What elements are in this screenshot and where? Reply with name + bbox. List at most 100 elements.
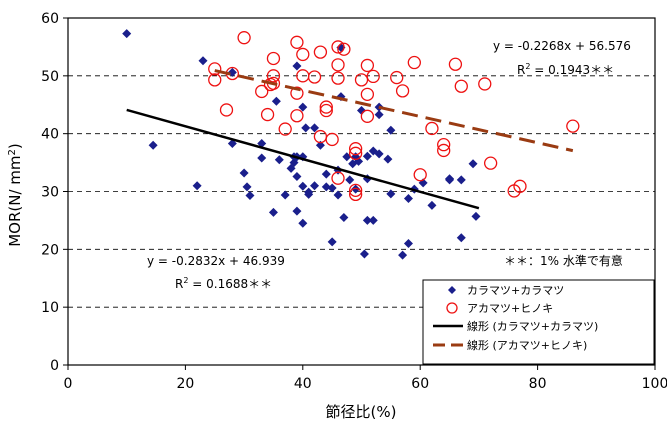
legend-item-akamatsu: アカマツ+ヒノキ [446, 302, 553, 315]
data-point-diamond [280, 190, 290, 200]
data-point-circle [348, 183, 363, 197]
data-point-circle [219, 103, 234, 117]
data-point-circle [437, 143, 451, 158]
x-tick-label: 20 [176, 376, 194, 392]
y-axis-label: MOR(N/ mm2) [6, 143, 24, 247]
data-point-circle [513, 179, 527, 193]
data-point-circle [348, 187, 363, 202]
y-tick-label: 20 [41, 242, 59, 258]
data-point-circle [325, 132, 339, 147]
data-point-diamond [403, 239, 413, 249]
data-point-diamond [383, 154, 393, 164]
data-point-circle [448, 57, 463, 71]
data-point-circle [331, 71, 345, 85]
data-point-circle [354, 73, 369, 87]
data-point-diamond [403, 193, 413, 203]
data-point-circle [319, 100, 333, 114]
data-point-diamond [351, 184, 361, 194]
data-point-diamond [274, 155, 284, 165]
data-point-circle [390, 70, 404, 85]
data-point-diamond [292, 206, 302, 216]
data-point-circle [260, 107, 275, 122]
red-fit-equation: y = -0.2268x + 56.576 [493, 39, 631, 53]
data-point-circle [395, 84, 410, 98]
data-point-diamond [468, 159, 478, 169]
plot-area-frame [67, 17, 656, 366]
data-point-diamond [310, 181, 320, 191]
data-point-diamond [339, 213, 349, 223]
data-point-circle [348, 142, 363, 156]
y-tick-label: 0 [50, 358, 59, 374]
data-point-diamond [357, 106, 366, 116]
data-point-circle [278, 122, 292, 136]
data-point-circle [348, 146, 363, 160]
x-tick-label: 0 [64, 376, 73, 392]
data-point-diamond [398, 250, 408, 260]
y-tick-label: 60 [41, 11, 59, 27]
data-point-diamond [292, 61, 302, 71]
data-point-diamond [374, 110, 384, 120]
data-point-diamond [327, 183, 337, 193]
data-point-diamond [327, 237, 337, 247]
blue-fit-equation: y = -0.2832x + 46.939 [147, 254, 285, 268]
data-point-circle [290, 35, 304, 49]
data-point-circle [407, 55, 421, 70]
data-point-diamond [374, 149, 384, 159]
data-point-diamond [362, 151, 372, 161]
data-point-diamond [471, 211, 481, 221]
data-point-diamond [301, 123, 311, 133]
data-point-diamond [268, 207, 278, 217]
data-point-circle [413, 168, 427, 182]
data-point-diamond [321, 169, 331, 179]
fit-line-0 [126, 108, 480, 210]
data-point-diamond [257, 153, 267, 163]
data-point-circle [208, 62, 222, 76]
data-point-diamond [456, 175, 466, 185]
series-1 [208, 31, 580, 202]
legend-box [422, 279, 655, 365]
data-point-circle [208, 73, 222, 87]
data-point-diamond [239, 168, 249, 178]
x-tick-label: 60 [411, 376, 429, 392]
data-point-circle [360, 87, 375, 101]
data-point-circle [454, 79, 468, 93]
legend-item-fit-akamatsu: 線形 (アカマツ+ヒノキ) [433, 338, 587, 352]
red-fit-r2: R2 = 0.1943＊＊ [517, 62, 614, 77]
x-axis-ticks: 0 20 40 60 80 100 [64, 365, 667, 392]
data-point-diamond [359, 249, 369, 259]
x-tick-label: 40 [294, 376, 312, 392]
data-point-circle [360, 109, 375, 123]
data-point-diamond [242, 182, 252, 192]
data-point-diamond [198, 56, 208, 66]
legend-item-fit-karamatsu: 線形 (カラマツ+カラマツ) [433, 319, 598, 333]
legend-label-karamatsu: カラマツ+カラマツ [467, 284, 564, 297]
data-point-circle [566, 119, 580, 133]
data-point-circle [319, 103, 333, 118]
data-point-circle [331, 171, 345, 185]
legend-label-akamatsu: アカマツ+ヒノキ [467, 302, 553, 315]
data-point-circle [483, 156, 498, 170]
y-tick-label: 10 [41, 300, 59, 316]
data-point-diamond [386, 189, 396, 199]
data-point-diamond [427, 200, 437, 210]
data-point-diamond [298, 218, 308, 228]
data-point-circle [237, 31, 251, 45]
data-point-diamond [310, 123, 320, 133]
data-point-diamond [298, 102, 308, 112]
data-point-circle [266, 69, 281, 83]
data-point-circle [307, 70, 322, 84]
data-point-diamond [271, 96, 281, 106]
data-point-circle [296, 47, 310, 62]
data-point-diamond [333, 190, 343, 200]
data-point-circle [290, 86, 304, 100]
significance-note: ＊＊：1% 水準で有意 [504, 253, 623, 268]
data-point-diamond [321, 182, 331, 192]
y-axis-ticks: 0 10 20 30 40 50 60 [41, 11, 68, 374]
data-point-diamond [245, 191, 255, 201]
legend: カラマツ+カラマツ アカマツ+ヒノキ 線形 (カラマツ+カラマツ) 線形 (アカ… [422, 279, 655, 365]
data-point-circle [290, 109, 304, 123]
data-point-diamond [298, 181, 308, 191]
legend-marker-diamond [448, 286, 456, 294]
y-tick-label: 50 [41, 69, 59, 85]
data-point-diamond [292, 171, 302, 181]
